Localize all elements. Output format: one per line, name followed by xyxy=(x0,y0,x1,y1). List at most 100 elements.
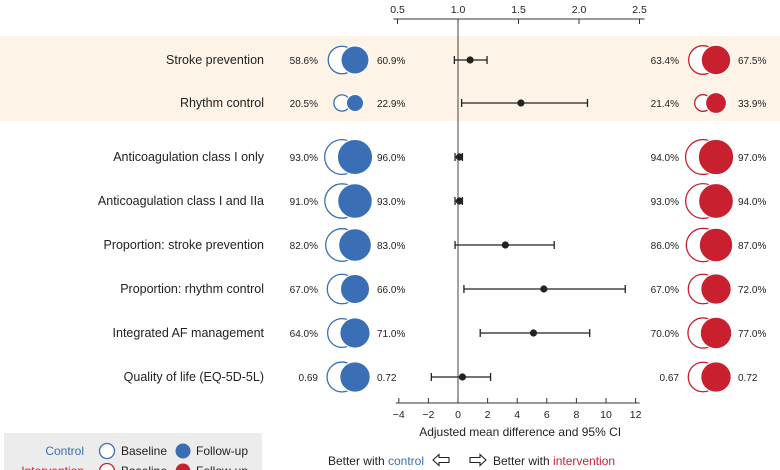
control-baseline-value: 20.5% xyxy=(290,99,318,110)
intervention-bubble-pair: 86.0% 87.0% xyxy=(651,227,766,263)
legend-group-label: Intervention xyxy=(21,464,84,470)
intervention-bubble-pair: 67.0% 72.0% xyxy=(651,273,766,305)
bottom-tick-label: −2 xyxy=(422,409,434,421)
point-estimate xyxy=(529,329,538,337)
better-with-prefix: Better with xyxy=(493,454,553,468)
control-followup-circle xyxy=(345,93,365,113)
legend-row-control: Control Baseline Follow-up xyxy=(45,442,248,460)
control-baseline-value: 67.0% xyxy=(290,285,318,296)
control-followup-value: 71.0% xyxy=(377,329,405,340)
better-with-intervention-label: Better with intervention xyxy=(493,454,615,468)
intervention-bubble-pair: 94.0% 97.0% xyxy=(651,138,766,176)
arrow-right-icon xyxy=(469,453,487,467)
intervention-followup-circle xyxy=(700,44,732,76)
top-tick-label: 2.5 xyxy=(632,4,647,16)
legend-followup-label: Follow-up xyxy=(196,444,248,458)
intervention-followup-circle xyxy=(704,91,728,115)
highlight-band xyxy=(0,36,780,121)
row-label: Proportion: stroke prevention xyxy=(103,238,264,252)
legend-baseline-swatch xyxy=(98,442,116,460)
row: Anticoagulation class I and IIa 91.0% 93.0… xyxy=(98,182,766,220)
top-tick-label: 2.0 xyxy=(572,4,587,16)
row-label: Proportion: rhythm control xyxy=(120,282,264,296)
better-with-prefix: Better with xyxy=(328,454,388,468)
bottom-tick-label: 12 xyxy=(630,409,642,421)
intervention-followup-value: 33.9% xyxy=(738,99,766,110)
intervention-baseline-value: 0.67 xyxy=(660,373,680,384)
intervention-followup-value: 0.72 xyxy=(738,373,758,384)
control-followup-value: 22.9% xyxy=(377,99,405,110)
better-with-intervention-group: intervention xyxy=(553,454,615,468)
row: Quality of life (EQ-5D-5L) 0.69 0.72 0.67 0.… xyxy=(124,361,758,393)
legend-row-intervention: Intervention Baseline Follow-up xyxy=(21,462,248,470)
intervention-baseline-value: 94.0% xyxy=(651,153,679,164)
intervention-followup-circle xyxy=(699,316,733,350)
intervention-followup-value: 72.0% xyxy=(738,285,766,296)
row: Integrated AF management 64.0% 71.0% 70.0% 7… xyxy=(113,316,766,350)
point-estimate xyxy=(540,285,548,293)
control-bubble-pair: 82.0% 83.0% xyxy=(290,228,405,262)
control-followup-value: 83.0% xyxy=(377,241,405,252)
intervention-followup-value: 94.0% xyxy=(738,197,766,208)
legend-followup-swatch xyxy=(175,463,191,470)
point-estimate xyxy=(455,153,464,161)
row-label: Quality of life (EQ-5D-5L) xyxy=(124,370,264,384)
control-followup-value: 93.0% xyxy=(377,197,405,208)
control-baseline-value: 0.69 xyxy=(299,373,319,384)
point-estimate xyxy=(517,99,525,107)
control-followup-circle xyxy=(336,138,374,176)
control-followup-circle xyxy=(340,45,370,75)
legend-followup-label: Follow-up xyxy=(196,464,248,470)
bottom-tick-label: 0 xyxy=(455,409,461,421)
intervention-followup-circle xyxy=(697,182,735,220)
legend-baseline-swatch xyxy=(98,462,116,470)
legend-followup-swatch xyxy=(175,443,191,459)
point-estimate xyxy=(458,373,467,381)
row: Anticoagulation class I only 93.0% 96.0% 94… xyxy=(113,138,766,176)
intervention-baseline-value: 86.0% xyxy=(651,241,679,252)
control-baseline-value: 93.0% xyxy=(290,153,318,164)
better-with-control-group: control xyxy=(388,454,424,468)
control-followup-circle xyxy=(339,273,371,305)
row-label: Anticoagulation class I and IIa xyxy=(98,194,264,208)
row: Proportion: rhythm control 67.0% 66.0% 67.0… xyxy=(120,273,766,305)
better-with-control-label: Better with control xyxy=(328,454,424,468)
point-estimate xyxy=(455,197,464,205)
control-followup-circle xyxy=(339,361,371,393)
control-followup-value: 0.72 xyxy=(377,373,397,384)
bottom-tick-label: 4 xyxy=(514,409,520,421)
row-label: Integrated AF management xyxy=(113,326,265,340)
row-label: Anticoagulation class I only xyxy=(113,150,265,164)
row: Rhythm control 20.5% 22.9% 21.4% 33.9% xyxy=(180,91,766,115)
x-axis-label: Adjusted mean difference and 95% CI xyxy=(419,425,621,439)
direction-labels: Better with control Better with intervent… xyxy=(328,453,615,468)
legend: Control Baseline Follow-up Intervention Base… xyxy=(4,433,262,470)
intervention-bubble-pair: 93.0% 94.0% xyxy=(651,182,766,220)
intervention-bubble-pair: 70.0% 77.0% xyxy=(651,316,766,350)
row: Stroke prevention 58.6% 60.9% 63.4% 67.5% xyxy=(166,44,766,76)
control-bubble-pair: 67.0% 66.0% xyxy=(290,273,405,305)
control-followup-circle xyxy=(338,228,372,262)
control-followup-value: 60.9% xyxy=(377,56,405,67)
row: Proportion: stroke prevention 82.0% 83.0% 8… xyxy=(103,227,766,263)
intervention-baseline-value: 67.0% xyxy=(651,285,679,296)
control-followup-circle xyxy=(337,183,373,219)
intervention-baseline-value: 63.4% xyxy=(651,56,679,67)
control-baseline-value: 58.6% xyxy=(290,56,318,67)
top-axis-ticks: 0.5 1.0 1.5 2.0 2.5 xyxy=(390,4,647,24)
top-tick-label: 0.5 xyxy=(390,4,405,16)
legend-group-label: Control xyxy=(45,444,84,458)
legend-box xyxy=(4,433,262,470)
legend-baseline-label: Baseline xyxy=(121,444,167,458)
row-label: Rhythm control xyxy=(180,96,264,110)
control-followup-circle xyxy=(339,317,371,349)
intervention-bubble-pair: 0.67 0.72 xyxy=(660,361,758,393)
intervention-followup-value: 87.0% xyxy=(738,241,766,252)
control-followup-value: 96.0% xyxy=(377,153,405,164)
intervention-followup-circle xyxy=(698,227,734,263)
arrow-left-icon xyxy=(432,453,450,467)
bottom-tick-label: 8 xyxy=(573,409,579,421)
bottom-tick-label: 2 xyxy=(485,409,491,421)
control-bubble-pair: 20.5% 22.9% xyxy=(290,93,405,113)
control-bubble-pair: 58.6% 60.9% xyxy=(290,45,405,75)
